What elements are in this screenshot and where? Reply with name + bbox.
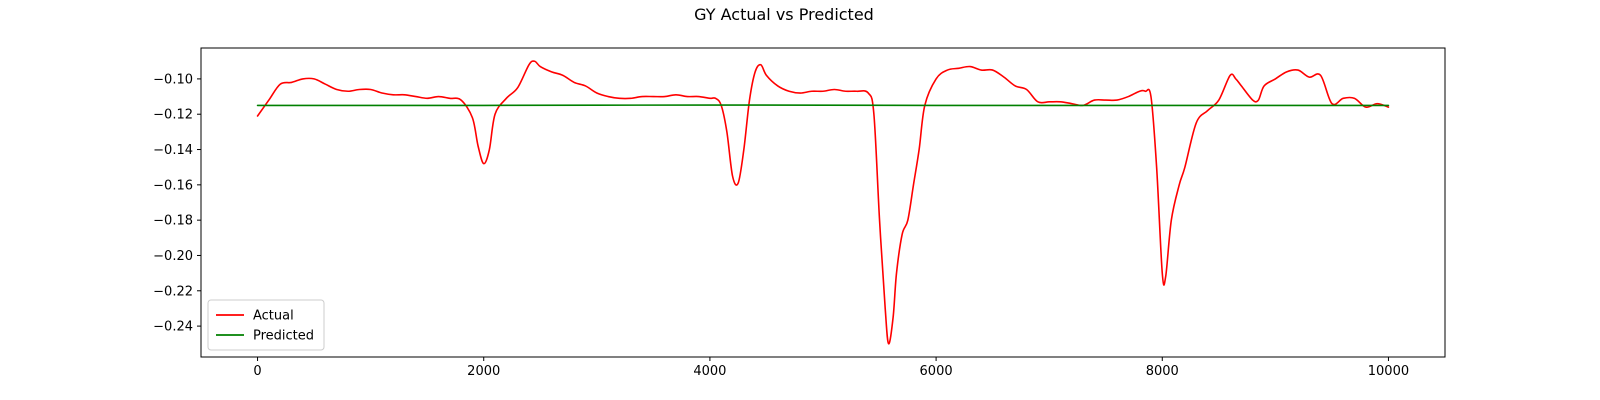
y-tick-label: −0.16 [153, 178, 193, 193]
y-tick-label: −0.24 [153, 320, 193, 335]
legend-label-actual: Actual [253, 309, 294, 324]
x-tick-label: 6000 [920, 364, 953, 379]
x-tick-label: 2000 [467, 364, 500, 379]
x-tick-label: 0 [253, 364, 261, 379]
x-tick-label: 10000 [1368, 364, 1409, 379]
y-tick-label: −0.14 [153, 143, 193, 158]
series-group [256, 60, 1390, 345]
x-axis: 0 2000 4000 6000 8000 10000 [253, 357, 1409, 379]
y-tick-label: −0.20 [153, 249, 193, 264]
legend-box [207, 299, 325, 351]
x-tick-label: 8000 [1146, 364, 1179, 379]
y-tick-label: −0.12 [153, 108, 193, 123]
legend: Actual Predicted [207, 299, 325, 351]
y-tick-label: −0.22 [153, 284, 193, 299]
chart-title: GY Actual vs Predicted [694, 5, 874, 24]
y-tick-label: −0.18 [153, 214, 193, 229]
y-tick-label: −0.10 [153, 72, 193, 87]
y-axis: −0.24 −0.22 −0.20 −0.18 −0.16 −0.14 −0.12 −0.10 [153, 72, 201, 335]
plot-frame [200, 47, 1446, 358]
series-line-actual [256, 60, 1390, 345]
legend-label-predicted: Predicted [253, 329, 314, 344]
x-tick-label: 4000 [693, 364, 726, 379]
